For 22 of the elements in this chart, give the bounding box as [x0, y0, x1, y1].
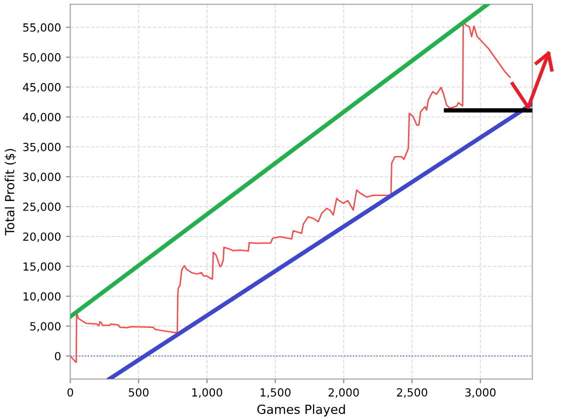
y-tick-label: 55,000	[23, 23, 61, 33]
y-axis-title: Total Profit ($)	[4, 148, 16, 236]
y-tick-label: 15,000	[24, 262, 61, 272]
y-tick-label: 35,000	[23, 142, 61, 152]
y-tick-label: 10,000	[24, 292, 61, 302]
x-tick-label: 3,000	[465, 388, 496, 398]
y-tick-label: 5,000	[30, 322, 61, 332]
y-tick-label: 40,000	[22, 112, 61, 122]
line-series	[70, 21, 511, 364]
x-tick-label: 2,500	[396, 388, 428, 398]
y-tick-label: 0	[54, 352, 61, 360]
y-tick-label: 25,000	[23, 202, 61, 212]
y-tick-label: 20,000	[23, 232, 61, 242]
x-axis-title: Games Played	[257, 404, 345, 416]
y-tick-label: 50,000	[23, 53, 61, 63]
y-tick-label: 30,000	[23, 172, 61, 182]
x-tick-label: 1,500	[260, 388, 291, 398]
y-tick-label: 45,000	[22, 83, 61, 93]
x-tick-label: 1,000	[192, 388, 222, 398]
x-tick-label: 500	[128, 388, 148, 397]
x-tick-label: 2,000	[328, 388, 359, 398]
x-tick-label: 0	[67, 388, 74, 397]
